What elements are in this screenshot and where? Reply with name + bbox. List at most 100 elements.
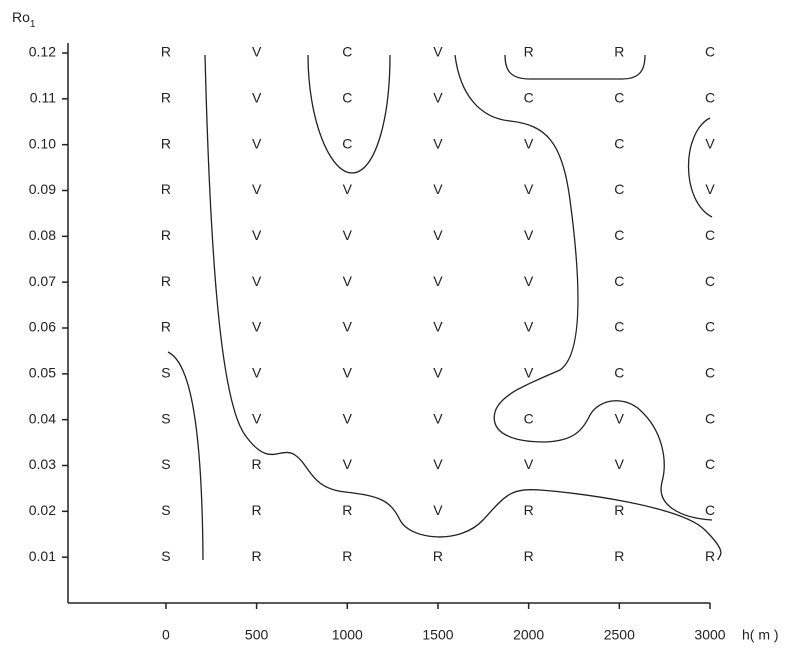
regime-label: R: [614, 502, 624, 518]
x-tick-label: 0: [162, 627, 170, 643]
regime-label: V: [252, 410, 262, 426]
y-tick-label: 0.12: [29, 44, 56, 60]
regime-label: C: [614, 90, 624, 106]
y-tick-label: 0.07: [29, 273, 56, 289]
regime-label: R: [433, 548, 443, 564]
regime-label: R: [161, 44, 171, 60]
regime-label: V: [705, 135, 715, 151]
regime-label: R: [252, 456, 262, 472]
x-tick-label: 2000: [513, 627, 544, 643]
regime-label: V: [252, 90, 262, 106]
regime-label: V: [343, 273, 353, 289]
regime-label: R: [252, 502, 262, 518]
boundary: [687, 117, 713, 218]
regime-label: C: [524, 90, 534, 106]
x-tick-label: 2500: [604, 627, 635, 643]
regime-label: V: [252, 319, 262, 335]
y-tick-label: 0.06: [29, 319, 56, 335]
regime-label: R: [161, 273, 171, 289]
regime-label: R: [342, 548, 352, 564]
regime-label: V: [252, 365, 262, 381]
regime-label: C: [342, 44, 352, 60]
y-axis-label: Ro1: [12, 9, 36, 30]
regime-label: C: [614, 365, 624, 381]
regime-label: C: [342, 135, 352, 151]
regime-label: V: [433, 90, 443, 106]
regime-label: V: [524, 319, 534, 335]
regime-label: V: [252, 181, 262, 197]
regime-label: S: [161, 502, 170, 518]
regime-label: V: [433, 456, 443, 472]
regime-label: C: [705, 365, 715, 381]
regime-label: V: [252, 227, 262, 243]
regime-label: V: [343, 410, 353, 426]
regime-label: V: [343, 319, 353, 335]
y-tick-label: 0.02: [29, 502, 56, 518]
regime-label: V: [524, 135, 534, 151]
regime-label: C: [705, 90, 715, 106]
regime-label: C: [614, 273, 624, 289]
regime-label: V: [433, 273, 443, 289]
boundary: [167, 351, 204, 561]
y-tick-label: 0.08: [29, 227, 56, 243]
regime-label: V: [433, 410, 443, 426]
regime-label: C: [614, 227, 624, 243]
regime-label: C: [614, 181, 624, 197]
boundary: [454, 54, 713, 521]
regime-label: C: [705, 502, 715, 518]
y-tick-label: 0.05: [29, 365, 56, 381]
regime-label: V: [343, 365, 353, 381]
regime-label: V: [705, 181, 715, 197]
y-tick-label: 0.10: [29, 135, 56, 151]
regime-label: R: [524, 502, 534, 518]
x-tick-label: 1000: [332, 627, 363, 643]
boundaries: [167, 54, 722, 561]
y-tick-label: 0.03: [29, 456, 56, 472]
regime-label: R: [705, 548, 715, 564]
regime-label: R: [524, 548, 534, 564]
regime-label: C: [705, 410, 715, 426]
regime-label: V: [252, 44, 262, 60]
regime-label: C: [705, 319, 715, 335]
y-tick-label: 0.04: [29, 410, 56, 426]
y-tick-label: 0.01: [29, 548, 56, 564]
boundary: [307, 54, 391, 174]
regime-label: R: [614, 44, 624, 60]
regime-label: C: [614, 135, 624, 151]
regime-label: S: [161, 410, 170, 426]
regime-label: C: [524, 410, 534, 426]
regime-label: C: [705, 456, 715, 472]
regime-label: C: [342, 90, 352, 106]
regime-label: R: [161, 135, 171, 151]
y-tick-label: 0.11: [30, 90, 56, 106]
regime-label: V: [433, 181, 443, 197]
regime-label: V: [524, 181, 534, 197]
regime-label: V: [433, 502, 443, 518]
regime-label: V: [524, 273, 534, 289]
regime-label: V: [615, 456, 625, 472]
regime-label: C: [614, 319, 624, 335]
y-tick-label: 0.09: [29, 181, 56, 197]
regime-label: V: [524, 456, 534, 472]
regime-label: R: [161, 181, 171, 197]
x-tick-label: 3000: [694, 627, 725, 643]
x-tick-label: 1500: [422, 627, 453, 643]
regime-label: R: [161, 227, 171, 243]
y-label-sub: 1: [30, 19, 36, 30]
regime-label: V: [433, 319, 443, 335]
x-tick-label: 500: [245, 627, 269, 643]
regime-label: V: [343, 181, 353, 197]
regime-label: V: [615, 410, 625, 426]
regime-label: C: [705, 44, 715, 60]
regime-label: V: [252, 273, 262, 289]
regime-label: V: [343, 456, 353, 472]
regime-label: S: [161, 548, 170, 564]
regime-label: R: [524, 44, 534, 60]
regime-label: C: [705, 273, 715, 289]
regime-label: R: [252, 548, 262, 564]
regime-label: V: [252, 135, 262, 151]
regime-label: S: [161, 365, 170, 381]
regime-label: V: [433, 227, 443, 243]
